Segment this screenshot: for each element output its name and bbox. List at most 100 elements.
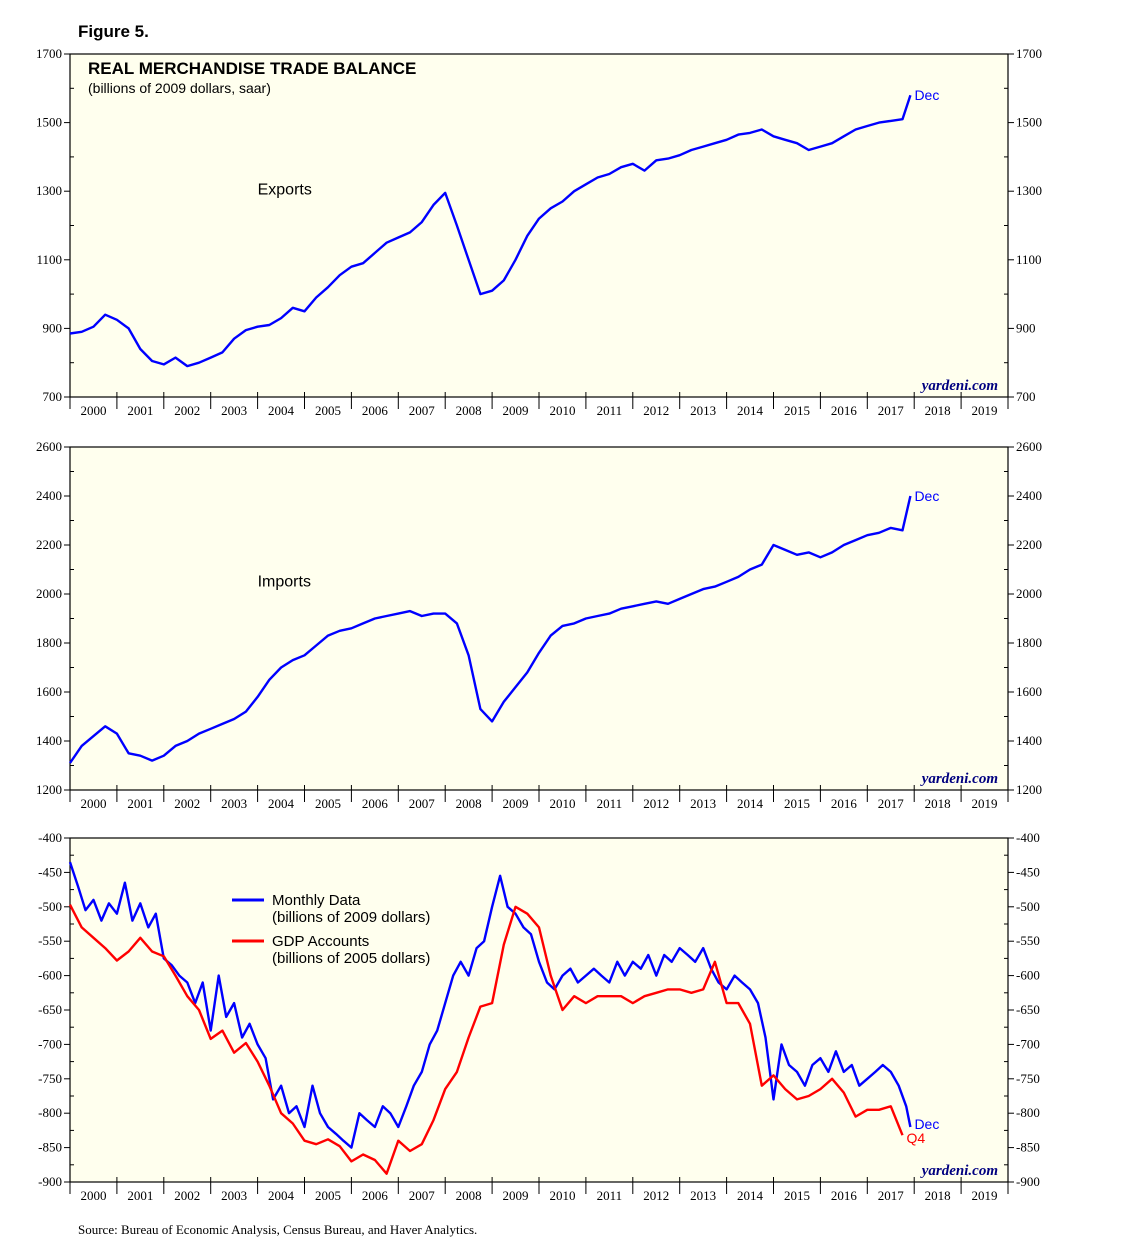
imports-x-tick-label: 2018 (925, 796, 951, 811)
exports-x-tick-label: 2018 (925, 403, 951, 418)
balance-x-tick-label: 2000 (80, 1188, 106, 1203)
balance-series-line-gdp-accounts (68, 904, 904, 1175)
imports-y-tick-label-right: 1400 (1016, 733, 1042, 748)
imports-x-tick-label: 2000 (80, 796, 106, 811)
balance-y-tick-label-right: -400 (1016, 830, 1040, 845)
balance-end-label: Dec (914, 1116, 939, 1132)
exports-x-tick-label: 2002 (174, 403, 200, 418)
balance-x-tick-label: 2010 (549, 1188, 575, 1203)
balance-end-label: Q4 (906, 1130, 925, 1146)
balance-y-tick-label-right: -650 (1016, 1002, 1040, 1017)
exports-y-tick-label-left: 700 (43, 389, 63, 404)
balance-x-tick-label: 2002 (174, 1188, 200, 1203)
imports-plot-area (69, 446, 1009, 791)
imports-x-tick-label: 2011 (597, 796, 623, 811)
balance-x-tick-label: 2011 (597, 1188, 623, 1203)
exports-y-tick-label-right: 1100 (1016, 252, 1042, 267)
balance-y-tick-label-left: -400 (38, 830, 62, 845)
imports-x-tick-label: 2015 (784, 796, 810, 811)
exports-x-tick-label: 2005 (315, 403, 341, 418)
balance-watermark: yardeni.com (920, 1163, 998, 1179)
balance-y-tick-label-right: -900 (1016, 1174, 1040, 1189)
balance-y-tick-label-left: -750 (38, 1071, 62, 1086)
imports-x-tick-label: 2016 (831, 796, 858, 811)
legend-sublabel: (billions of 2009 dollars) (272, 909, 430, 926)
chart-title: REAL MERCHANDISE TRADE BALANCE (88, 59, 416, 78)
imports-y-tick-label-left: 1600 (36, 684, 62, 699)
imports-y-tick-label-left: 2200 (36, 537, 62, 552)
imports-x-tick-label: 2013 (690, 796, 716, 811)
balance-x-tick-label: 2005 (315, 1188, 341, 1203)
balance-y-tick-label-left: -450 (38, 864, 62, 879)
exports-x-tick-label: 2004 (268, 403, 295, 418)
imports-x-tick-label: 2007 (409, 796, 436, 811)
exports-x-tick-label: 2012 (643, 403, 669, 418)
balance-y-tick-label-left: -850 (38, 1140, 62, 1155)
imports-x-tick-label: 2006 (362, 796, 389, 811)
balance-x-tick-label: 2018 (925, 1188, 951, 1203)
exports-x-tick-label: 2011 (597, 403, 623, 418)
imports-x-tick-label: 2001 (127, 796, 153, 811)
imports-y-tick-label-right: 2600 (1016, 439, 1042, 454)
imports-y-tick-label-left: 2600 (36, 439, 62, 454)
balance-y-tick-label-right: -450 (1016, 864, 1040, 879)
balance-y-tick-label-right: -600 (1016, 968, 1040, 983)
balance-y-tick-label-right: -550 (1016, 933, 1040, 948)
exports-x-tick-label: 2014 (737, 403, 764, 418)
exports-x-tick-label: 2009 (503, 403, 529, 418)
exports-x-tick-label: 2001 (127, 403, 153, 418)
balance-x-tick-label: 2015 (784, 1188, 810, 1203)
exports-x-tick-label: 2013 (690, 403, 716, 418)
imports-y-tick-label-left: 1400 (36, 733, 62, 748)
exports-series-annotation: Exports (258, 182, 312, 199)
exports-y-tick-label-right: 1500 (1016, 115, 1042, 130)
balance-x-tick-label: 2001 (127, 1188, 153, 1203)
exports-y-tick-label-left: 1700 (36, 46, 62, 61)
exports-x-tick-label: 2008 (456, 403, 482, 418)
exports-x-tick-label: 2006 (362, 403, 389, 418)
imports-end-label: Dec (914, 488, 939, 504)
balance-y-tick-label-right: -500 (1016, 899, 1040, 914)
imports-x-tick-label: 2008 (456, 796, 482, 811)
balance-y-tick-label-right: -850 (1016, 1140, 1040, 1155)
balance-x-tick-label: 2004 (268, 1188, 295, 1203)
imports-y-tick-label-right: 1200 (1016, 782, 1042, 797)
imports-x-tick-label: 2019 (972, 796, 998, 811)
exports-y-tick-label-left: 1300 (36, 183, 62, 198)
exports-y-tick-label-right: 900 (1016, 320, 1036, 335)
balance-x-tick-label: 2017 (878, 1188, 905, 1203)
balance-x-tick-label: 2019 (972, 1188, 998, 1203)
balance-x-tick-label: 2008 (456, 1188, 482, 1203)
balance-y-tick-label-left: -800 (38, 1105, 62, 1120)
imports-y-tick-label-left: 2000 (36, 586, 62, 601)
imports-x-tick-label: 2010 (549, 796, 575, 811)
exports-x-tick-label: 2015 (784, 403, 810, 418)
balance-y-tick-label-right: -750 (1016, 1071, 1040, 1086)
exports-y-tick-label-left: 900 (43, 320, 63, 335)
imports-y-tick-label-right: 2000 (1016, 586, 1042, 601)
imports-y-tick-label-right: 1600 (1016, 684, 1042, 699)
imports-x-tick-label: 2002 (174, 796, 200, 811)
exports-x-tick-label: 2003 (221, 403, 247, 418)
exports-y-tick-label-left: 1100 (36, 252, 62, 267)
exports-x-tick-label: 2017 (878, 403, 905, 418)
imports-x-tick-label: 2005 (315, 796, 341, 811)
imports-y-tick-label-left: 1200 (36, 782, 62, 797)
exports-series-line-exports (69, 94, 912, 368)
exports-x-tick-label: 2019 (972, 403, 998, 418)
imports-series-annotation: Imports (258, 574, 311, 591)
balance-x-tick-label: 2012 (643, 1188, 669, 1203)
balance-x-tick-label: 2016 (831, 1188, 858, 1203)
figure-label: Figure 5. (78, 22, 149, 41)
balance-series-line-monthly-data (68, 861, 912, 1149)
imports-watermark: yardeni.com (920, 771, 998, 787)
exports-x-tick-label: 2000 (80, 403, 106, 418)
legend-label: GDP Accounts (272, 933, 369, 950)
exports-watermark: yardeni.com (920, 378, 998, 394)
balance-x-tick-label: 2007 (409, 1188, 436, 1203)
balance-x-tick-label: 2013 (690, 1188, 716, 1203)
balance-x-tick-label: 2014 (737, 1188, 764, 1203)
imports-x-tick-label: 2004 (268, 796, 295, 811)
chart-figure: 700 700 900 900 1100 1100 1300 1300 1500 1500 1700… (36, 46, 1042, 1203)
imports-y-tick-label-right: 2400 (1016, 488, 1042, 503)
